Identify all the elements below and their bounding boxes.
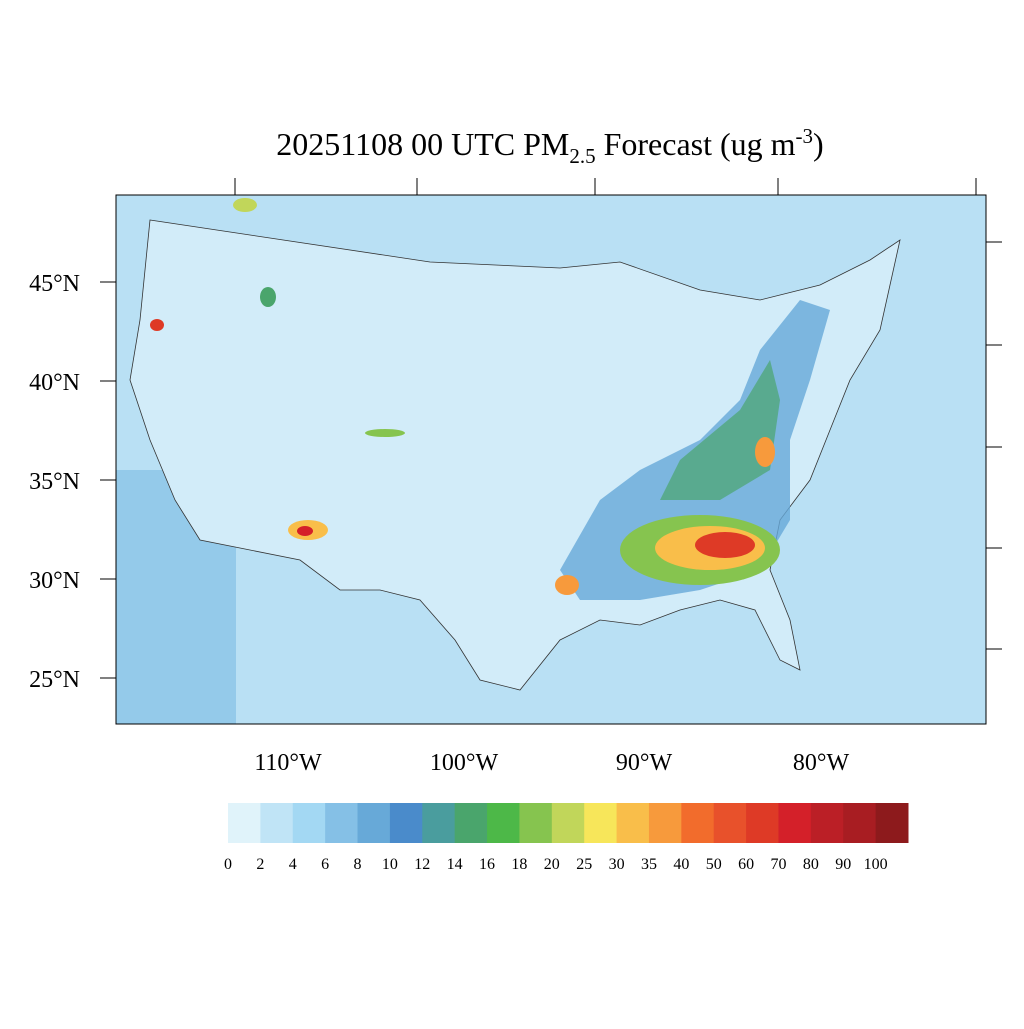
colorbar-swatch (746, 803, 779, 843)
title-end: ) (813, 126, 824, 162)
colorbar-swatch (389, 803, 423, 843)
colorbar-label: 16 (479, 856, 495, 873)
colorbar-label: 90 (835, 856, 851, 873)
plume (365, 429, 405, 437)
map-frame (115, 194, 987, 725)
colorbar-swatch (454, 803, 488, 843)
colorbar-swatch (681, 803, 715, 843)
lat-label: 40°N (29, 370, 80, 396)
title: 20251108 00 UTC PM2.5 Forecast (ug m-3) (276, 124, 823, 168)
colorbar-swatch (519, 803, 553, 843)
lon-label: 80°W (793, 750, 850, 776)
colorbar-swatch (584, 803, 618, 843)
plume (297, 526, 313, 536)
colorbar-swatch (292, 803, 326, 843)
colorbar-label: 2 (256, 856, 264, 873)
plume (555, 575, 579, 595)
colorbar-label: 4 (289, 856, 297, 873)
colorbar-label: 14 (447, 856, 463, 873)
colorbar-label: 12 (414, 856, 430, 873)
plume (233, 198, 257, 212)
colorbar-label: 40 (673, 856, 689, 873)
colorbar-swatch (228, 803, 261, 843)
colorbar-swatch (616, 803, 650, 843)
lat-label: 30°N (29, 568, 80, 594)
haze-field (660, 360, 780, 500)
colorbar-swatch (875, 803, 909, 843)
colorbar-label: 100 (864, 856, 888, 873)
title-middle: Forecast (ug m (596, 126, 796, 162)
colorbar-swatch (843, 803, 877, 843)
colorbar-swatch (551, 803, 585, 843)
colorbar-label: 0 (224, 856, 232, 873)
colorbar-swatch (648, 803, 682, 843)
colorbar-swatch (487, 803, 520, 843)
lat-label: 35°N (29, 469, 80, 495)
colorbar-swatch (357, 803, 391, 843)
plume (150, 319, 164, 331)
colorbar-label: 30 (609, 856, 625, 873)
colorbar-swatch (713, 803, 747, 843)
colorbar-swatch (260, 803, 294, 843)
colorbar-label: 35 (641, 856, 657, 873)
title-superscript: -3 (796, 124, 814, 148)
colorbar-label: 80 (803, 856, 819, 873)
colorbar-swatch (422, 803, 456, 843)
colorbar-label: 60 (738, 856, 754, 873)
colorbar-swatch (325, 803, 359, 843)
map-field (115, 194, 987, 725)
lat-label: 25°N (29, 667, 80, 693)
lon-label: 90°W (616, 750, 673, 776)
colorbar-label: 70 (770, 856, 786, 873)
colorbar-swatch (810, 803, 844, 843)
plume (260, 287, 276, 307)
title-main: 20251108 00 UTC PM (276, 126, 569, 162)
lon-label: 110°W (254, 750, 322, 776)
colorbar-swatch (778, 803, 812, 843)
colorbar-label: 25 (576, 856, 592, 873)
plume (695, 532, 755, 558)
colorbar-label: 20 (544, 856, 560, 873)
title-subscript: 2.5 (569, 144, 595, 168)
colorbar-label: 10 (382, 856, 398, 873)
colorbar-label: 50 (706, 856, 722, 873)
lon-label: 100°W (430, 750, 499, 776)
colorbar-label: 8 (354, 856, 362, 873)
lat-label: 45°N (29, 271, 80, 297)
colorbar-label: 6 (321, 856, 329, 873)
colorbar-label: 18 (511, 856, 527, 873)
plume (755, 437, 775, 467)
